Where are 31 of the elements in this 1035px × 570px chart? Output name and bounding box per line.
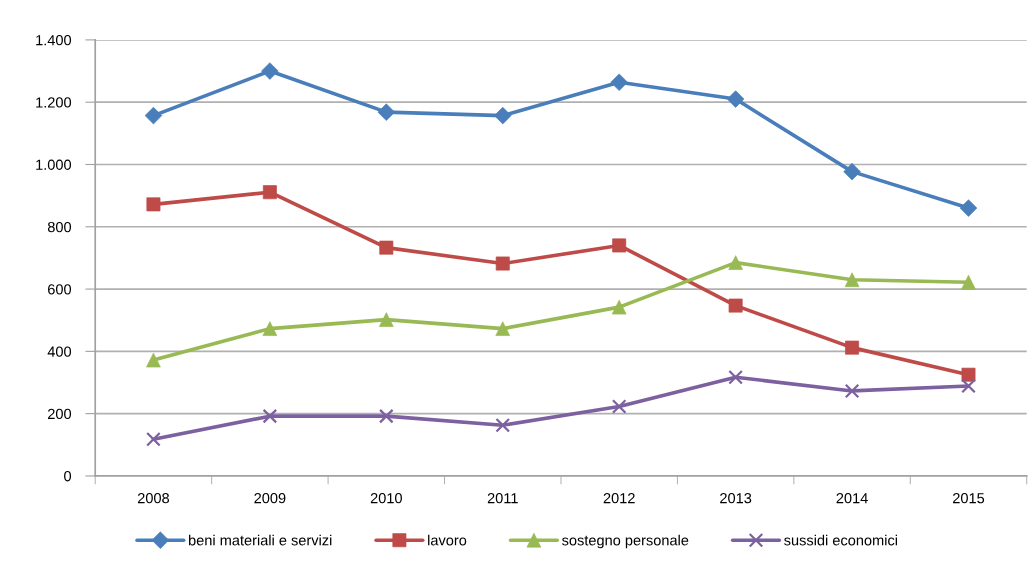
y-tick-label: 1.200: [36, 97, 72, 108]
y-tick-label: 1.400: [36, 35, 72, 46]
x-tick-label: 2013: [720, 493, 752, 504]
point: [611, 399, 627, 414]
x-tick-label: 2012: [603, 493, 635, 504]
x-tick-label: 2008: [137, 493, 170, 504]
point: [378, 408, 394, 424]
point: [961, 378, 976, 394]
y-tick-label: 400: [47, 346, 72, 357]
y-tick-label: 0: [64, 471, 72, 482]
x-tick-label: 2011: [487, 493, 518, 504]
y-tick-label: 1.000: [36, 159, 72, 170]
x-tick-label: 2014: [836, 493, 868, 504]
point: [146, 431, 161, 447]
point: [262, 408, 278, 424]
x-tick-label: 2010: [370, 493, 402, 504]
legend-label: sostegno personale: [562, 534, 689, 549]
legend-label: lavoro: [428, 534, 467, 546]
point: [144, 106, 163, 125]
y-tick-label: 600: [48, 284, 72, 295]
point: [495, 417, 511, 433]
x-tick-label: 2015: [953, 493, 985, 504]
point: [261, 62, 279, 80]
point: [262, 321, 278, 336]
y-tick-label: 800: [47, 221, 72, 233]
legend-label: sussidi economici: [784, 534, 897, 546]
point: [844, 383, 860, 399]
y-tick-label: 200: [48, 408, 72, 420]
legend-label: beni materiali e servizi: [189, 534, 332, 546]
point: [728, 369, 743, 385]
x-tick-label: 2009: [254, 493, 286, 504]
